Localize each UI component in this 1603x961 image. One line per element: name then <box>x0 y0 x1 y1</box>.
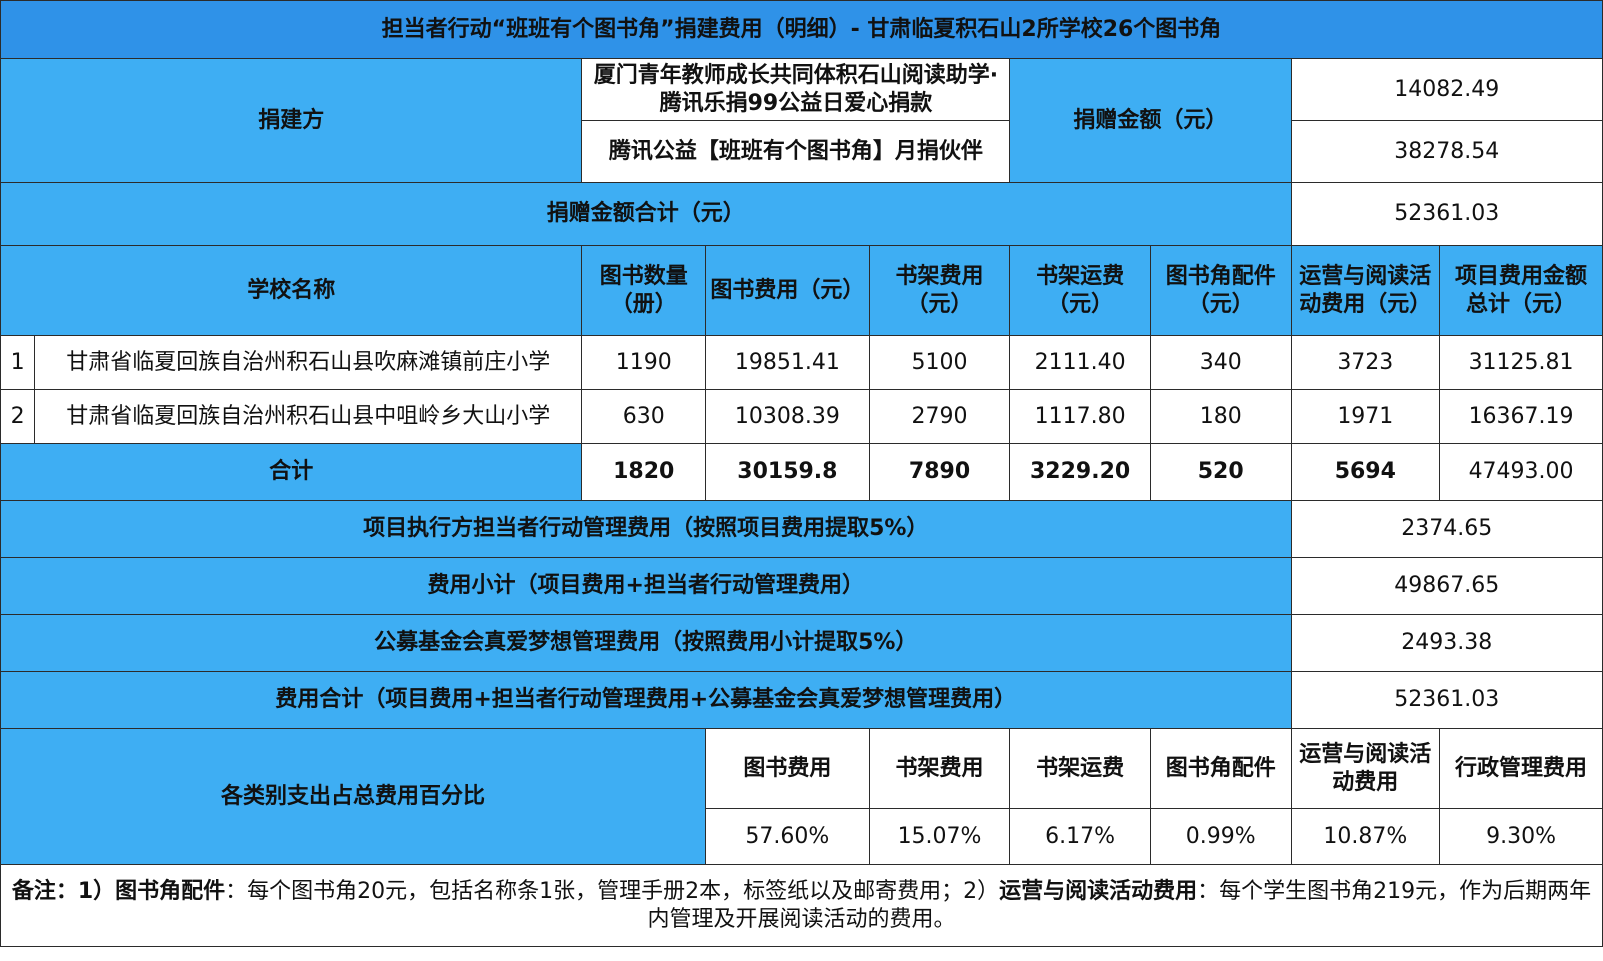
fee-value-foundation: 2493.38 <box>1290 614 1603 672</box>
percent-header-books: 图书费用 <box>705 728 870 809</box>
fee-label-grand-total: 费用合计（项目费用+担当者行动管理费用+公募基金会真爱梦想管理费用） <box>0 671 1292 729</box>
fee-value-admin: 2374.65 <box>1290 500 1603 558</box>
percent-value-operations: 10.87% <box>1290 808 1441 865</box>
header-books-count: 图书数量（册） <box>581 245 707 336</box>
donor-name-2: 腾讯公益【班班有个图书角】月捐伙伴 <box>581 120 1011 183</box>
shelf-shipping: 2111.40 <box>1009 335 1151 390</box>
percent-label: 各类别支出占总费用百分比 <box>0 728 707 865</box>
percent-header-admin: 行政管理费用 <box>1439 728 1603 809</box>
header-school: 学校名称 <box>0 245 583 336</box>
percent-header-shipping: 书架运费 <box>1009 728 1151 809</box>
sheet-title: 担当者行动“班班有个图书角”捐建费用（明细）- 甘肃临夏积石山2所学校26个图书… <box>0 0 1603 59</box>
percent-value-books: 57.60% <box>705 808 870 865</box>
operations-cost: 3723 <box>1290 335 1441 390</box>
donation-amount-1: 14082.49 <box>1290 58 1603 121</box>
percent-value-admin: 9.30% <box>1439 808 1603 865</box>
note-prefix: 备注：1） <box>11 879 116 904</box>
books-cost: 10308.39 <box>705 389 870 444</box>
totals-row: 合计 1820 30159.8 7890 3229.20 520 5694 47… <box>0 443 1603 501</box>
percent-header-accessories: 图书角配件 <box>1149 728 1292 809</box>
fee-label-admin: 项目执行方担当者行动管理费用（按照项目费用提取5%） <box>0 500 1292 558</box>
row-index: 2 <box>0 389 36 444</box>
books-count: 1190 <box>581 335 707 390</box>
header-project-total: 项目费用金额总计（元） <box>1439 245 1603 336</box>
percent-value-shelf: 15.07% <box>868 808 1011 865</box>
total-books-count: 1820 <box>581 443 707 501</box>
fee-value-subtotal: 49867.65 <box>1290 557 1603 615</box>
percent-value-accessories: 0.99% <box>1149 808 1292 865</box>
shelf-cost: 5100 <box>868 335 1011 390</box>
note-term-operations: 运营与阅读活动费用 <box>999 879 1198 904</box>
note-text-accessories: ：每个图书角20元，包括名称条1张，管理手册2本，标签纸以及邮寄费用；2） <box>225 879 1000 904</box>
donation-amount-label: 捐赠金额（元） <box>1009 58 1292 183</box>
total-project: 47493.00 <box>1439 443 1603 501</box>
header-accessories: 图书角配件（元） <box>1149 245 1292 336</box>
project-total: 31125.81 <box>1439 335 1603 390</box>
total-operations: 5694 <box>1290 443 1441 501</box>
remarks-note: 备注：1）图书角配件：每个图书角20元，包括名称条1张，管理手册2本，标签纸以及… <box>0 864 1603 947</box>
header-shelf-cost: 书架费用（元） <box>868 245 1011 336</box>
school-name: 甘肃省临夏回族自治州积石山县吹麻滩镇前庄小学 <box>34 335 583 390</box>
books-count: 630 <box>581 389 707 444</box>
table-row: 2 甘肃省临夏回族自治州积石山县中咀岭乡大山小学 630 10308.39 27… <box>0 389 1603 444</box>
percent-header-operations: 运营与阅读活动费用 <box>1290 728 1441 809</box>
header-shelf-shipping: 书架运费（元） <box>1009 245 1151 336</box>
project-total: 16367.19 <box>1439 389 1603 444</box>
total-books-cost: 30159.8 <box>705 443 870 501</box>
fee-label-subtotal: 费用小计（项目费用+担当者行动管理费用） <box>0 557 1292 615</box>
books-cost: 19851.41 <box>705 335 870 390</box>
donation-total-label: 捐赠金额合计（元） <box>0 182 1292 246</box>
percent-value-shipping: 6.17% <box>1009 808 1151 865</box>
shelf-shipping: 1117.80 <box>1009 389 1151 444</box>
total-shelf-cost: 7890 <box>868 443 1011 501</box>
accessories-cost: 180 <box>1149 389 1292 444</box>
total-accessories: 520 <box>1149 443 1292 501</box>
header-operations: 运营与阅读活动费用（元） <box>1290 245 1441 336</box>
accessories-cost: 340 <box>1149 335 1292 390</box>
donor-name-1: 厦门青年教师成长共同体积石山阅读助学· 腾讯乐捐99公益日爱心捐款 <box>581 58 1011 121</box>
shelf-cost: 2790 <box>868 389 1011 444</box>
donation-total-value: 52361.03 <box>1290 182 1603 246</box>
total-shelf-shipping: 3229.20 <box>1009 443 1151 501</box>
school-name: 甘肃省临夏回族自治州积石山县中咀岭乡大山小学 <box>34 389 583 444</box>
fee-label-foundation: 公募基金会真爱梦想管理费用（按照费用小计提取5%） <box>0 614 1292 672</box>
percent-header-shelf: 书架费用 <box>868 728 1011 809</box>
donation-amount-2: 38278.54 <box>1290 120 1603 183</box>
header-books-cost: 图书费用（元） <box>705 245 870 336</box>
table-row: 1 甘肃省临夏回族自治州积石山县吹麻滩镇前庄小学 1190 19851.41 5… <box>0 335 1603 390</box>
operations-cost: 1971 <box>1290 389 1441 444</box>
note-text-operations: ：每个学生图书角219元，作为后期两年内管理及开展阅读活动的费用。 <box>647 879 1592 932</box>
donor-label: 捐建方 <box>0 58 583 183</box>
fee-value-grand-total: 52361.03 <box>1290 671 1603 729</box>
note-term-accessories: 图书角配件 <box>115 879 226 904</box>
row-index: 1 <box>0 335 36 390</box>
totals-label: 合计 <box>0 443 583 501</box>
